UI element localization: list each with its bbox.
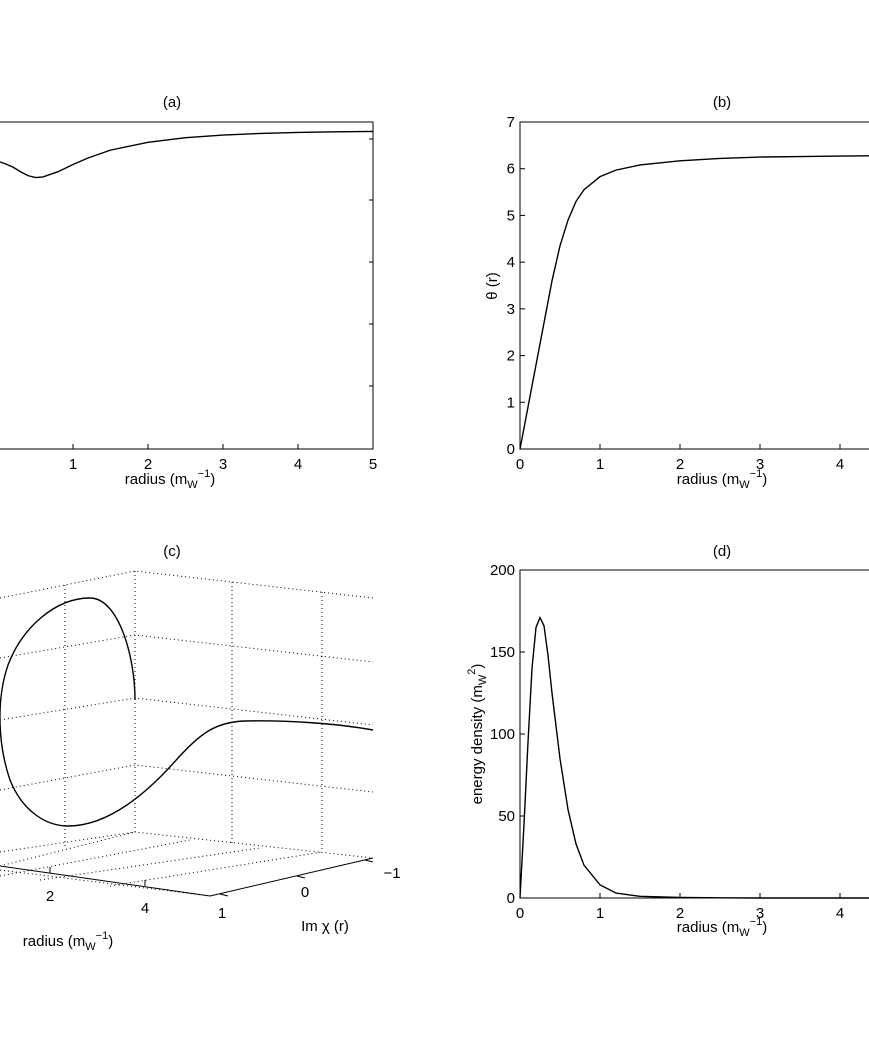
panel-c: (c) [0, 543, 401, 953]
panel-b-frame [519, 121, 869, 450]
panel-d-ytick-label: 50 [498, 808, 515, 825]
grid-line [0, 839, 191, 877]
panel-d-ytick-label: 0 [507, 890, 515, 907]
panel-b-xtick-label: 2 [676, 456, 684, 473]
panel-a-xtick-label: 5 [369, 456, 377, 473]
panel-d-frame [519, 569, 869, 899]
panel-b-ytick-label: 5 [507, 207, 515, 224]
grid-line [109, 851, 323, 887]
panel-b-ytick-label: 2 [507, 348, 515, 365]
panel-c-ytick-label: 1 [218, 905, 226, 922]
panel-d-xlabel: radius (mW−1) [677, 916, 767, 939]
panel-d-ylabel: energy density (mW2) [466, 664, 489, 805]
panel-b-ylabel: θ (r) [484, 272, 501, 300]
panel-b-xtick-label: 0 [516, 456, 524, 473]
panel-a-xtick-label: 4 [294, 456, 302, 473]
panel-b-ytick-label: 3 [507, 301, 515, 318]
grid-line [39, 847, 261, 881]
panel-b-ytick-label: 7 [507, 114, 515, 131]
panel-c-y-tick [296, 875, 306, 879]
panel-b-title: (b) [713, 94, 731, 111]
grid-line [0, 570, 374, 599]
panel-c-xtick-label: 2 [46, 888, 54, 905]
panel-a-series-line [0, 130, 374, 179]
panel-c-xlabel: radius (mW−1) [23, 930, 113, 953]
panel-c-title: (c) [163, 543, 181, 560]
grid-line [0, 764, 374, 793]
panel-c-axes [0, 857, 374, 897]
panel-a-xtick-label: 3 [219, 456, 227, 473]
panel-b-axes [519, 121, 869, 450]
panel-d-xtick-label: 2 [676, 905, 684, 922]
panel-a-xlabel: radius (mW−1) [125, 468, 215, 491]
panel-b-series-line [519, 155, 869, 450]
panel-c-ytick-label: −1 [383, 865, 400, 882]
grid-line [0, 634, 374, 663]
panel-d-ytick-label: 200 [490, 562, 515, 579]
panel-c-y-tick [219, 893, 229, 897]
panel-a-xtick-label: 2 [144, 456, 152, 473]
panel-d-xtick-label: 4 [836, 905, 844, 922]
panel-b: (b) 0 1 2 3 4 0 1 2 3 4 5 6 7 θ (r) radius (mW−1) [484, 94, 869, 491]
panel-a-title: (a) [163, 94, 181, 111]
panel-c-xtick-label: 4 [141, 900, 149, 917]
grid-line [0, 869, 211, 897]
panel-c-ytick-label: 0 [301, 884, 309, 901]
panel-a: (a) 1 2 3 4 5 radius (mW−1) [0, 94, 377, 491]
panel-a-frame [0, 121, 374, 450]
grid-line [0, 831, 136, 867]
panel-c-grid [0, 570, 374, 897]
grid-line [0, 697, 374, 726]
panel-d-xtick-label: 3 [756, 905, 764, 922]
panel-d: (d) 0 1 2 3 4 0 50 100 150 200 energy density (mW… [466, 543, 869, 939]
panel-c-curve [0, 597, 374, 827]
panel-d-title: (d) [713, 543, 731, 560]
panel-b-ytick-label: 0 [507, 441, 515, 458]
panel-d-axes [519, 569, 869, 899]
panel-c-x-axis [0, 865, 211, 897]
panel-d-ytick-label: 100 [490, 726, 515, 743]
panel-d-ytick-label: 150 [490, 644, 515, 661]
panel-d-xtick-label: 1 [596, 905, 604, 922]
panel-b-ytick-label: 1 [507, 394, 515, 411]
panel-d-xtick-label: 0 [516, 905, 524, 922]
panel-b-ytick-label: 6 [507, 161, 515, 178]
panel-b-xtick-label: 3 [756, 456, 764, 473]
panel-b-xlabel: radius (mW−1) [677, 468, 767, 491]
panel-b-ytick-label: 4 [507, 254, 515, 271]
panel-c-y-axis [209, 857, 374, 897]
panel-c-ylabel: Im χ (r) [301, 918, 349, 935]
panel-a-axes [0, 121, 374, 450]
grid-line [0, 831, 374, 859]
panel-c-y-tick [364, 859, 374, 863]
panel-b-xtick-label: 1 [596, 456, 604, 473]
panel-a-xtick-label: 1 [69, 456, 77, 473]
panel-b-xtick-label: 4 [836, 456, 844, 473]
panel-d-series-line [519, 615, 869, 899]
